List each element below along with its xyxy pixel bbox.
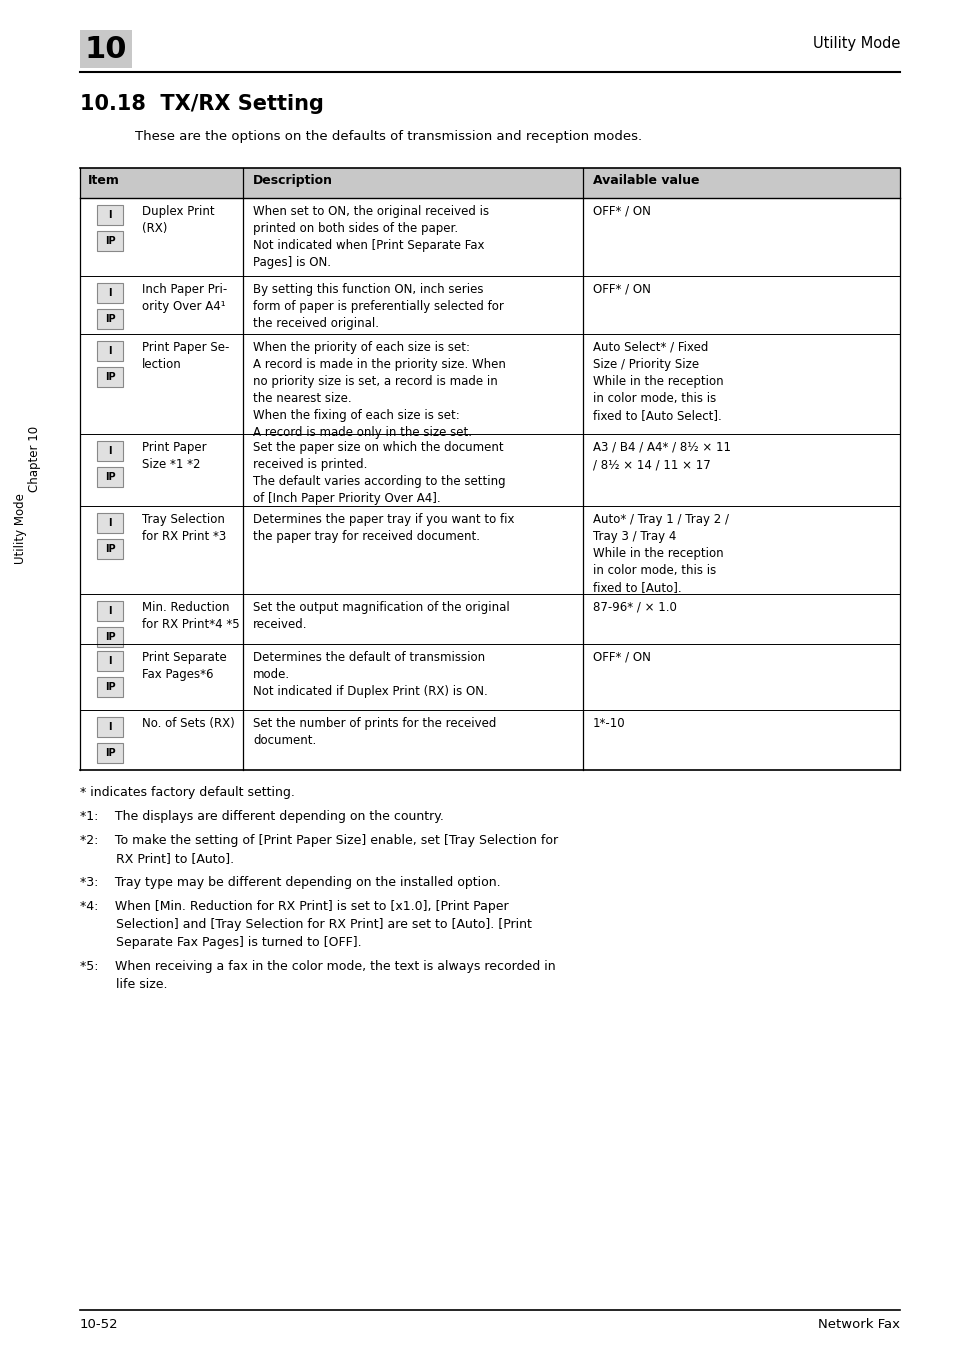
Text: I: I [108, 606, 112, 617]
Text: Network Fax: Network Fax [817, 1318, 899, 1330]
Text: I: I [108, 722, 112, 731]
Text: No. of Sets (RX): No. of Sets (RX) [142, 717, 234, 730]
Bar [97, 310, 123, 329]
Bar [97, 677, 123, 698]
Text: Selection] and [Tray Selection for RX Print] are set to [Auto]. [Print: Selection] and [Tray Selection for RX Pr… [80, 918, 532, 932]
Bar [97, 652, 123, 671]
Text: *4:  When [Min. Reduction for RX Print] is set to [x1.0], [Print Paper: *4: When [Min. Reduction for RX Print] i… [80, 900, 508, 913]
Text: Set the paper size on which the document
received is printed.
The default varies: Set the paper size on which the document… [253, 441, 505, 506]
Text: IP: IP [105, 544, 115, 554]
Text: I: I [108, 656, 112, 667]
Bar [97, 744, 123, 763]
Bar [97, 366, 123, 387]
Bar [97, 512, 123, 533]
Text: IP: IP [105, 237, 115, 246]
Text: These are the options on the defaults of transmission and reception modes.: These are the options on the defaults of… [135, 130, 641, 143]
Bar [80, 168, 899, 197]
Text: OFF* / ON: OFF* / ON [593, 283, 650, 296]
Bar [97, 602, 123, 621]
Bar [80, 30, 132, 68]
Text: Print Paper
Size *1 *2: Print Paper Size *1 *2 [142, 441, 207, 470]
Text: Tray Selection
for RX Print *3: Tray Selection for RX Print *3 [142, 512, 226, 544]
Text: By setting this function ON, inch series
form of paper is preferentially selecte: By setting this function ON, inch series… [253, 283, 503, 330]
Text: *3:  Tray type may be different depending on the installed option.: *3: Tray type may be different depending… [80, 876, 500, 890]
Text: Auto Select* / Fixed
Size / Priority Size
While in the reception
in color mode, : Auto Select* / Fixed Size / Priority Siz… [593, 341, 723, 422]
Text: Determines the default of transmission
mode.
Not indicated if Duplex Print (RX) : Determines the default of transmission m… [253, 652, 487, 698]
Text: *2:  To make the setting of [Print Paper Size] enable, set [Tray Selection for: *2: To make the setting of [Print Paper … [80, 834, 558, 846]
Text: 10.18  TX/RX Setting: 10.18 TX/RX Setting [80, 95, 323, 114]
Text: Print Separate
Fax Pages*6: Print Separate Fax Pages*6 [142, 652, 227, 681]
Bar [97, 231, 123, 251]
Text: Min. Reduction
for RX Print*4 *5: Min. Reduction for RX Print*4 *5 [142, 602, 239, 631]
Text: Duplex Print
(RX): Duplex Print (RX) [142, 206, 214, 235]
Text: Utility Mode: Utility Mode [812, 37, 899, 51]
Text: A3 / B4 / A4* / 8½ × 11
/ 8½ × 14 / 11 × 17: A3 / B4 / A4* / 8½ × 11 / 8½ × 14 / 11 ×… [593, 441, 730, 470]
Text: IP: IP [105, 314, 115, 324]
Text: Determines the paper tray if you want to fix
the paper tray for received documen: Determines the paper tray if you want to… [253, 512, 514, 544]
Text: Chapter 10: Chapter 10 [29, 426, 42, 492]
Bar [97, 466, 123, 487]
Text: Available value: Available value [593, 174, 699, 187]
Text: When set to ON, the original received is
printed on both sides of the paper.
Not: When set to ON, the original received is… [253, 206, 489, 269]
Bar [97, 206, 123, 224]
Text: IP: IP [105, 472, 115, 483]
Text: OFF* / ON: OFF* / ON [593, 206, 650, 218]
Bar [97, 539, 123, 558]
Bar [97, 441, 123, 461]
Text: Separate Fax Pages] is turned to [OFF].: Separate Fax Pages] is turned to [OFF]. [80, 936, 361, 949]
Text: *1:  The displays are different depending on the country.: *1: The displays are different depending… [80, 810, 443, 823]
Text: * indicates factory default setting.: * indicates factory default setting. [80, 786, 294, 799]
Text: I: I [108, 346, 112, 356]
Bar [97, 283, 123, 303]
Text: Set the output magnification of the original
received.: Set the output magnification of the orig… [253, 602, 509, 631]
Text: 1*-10: 1*-10 [593, 717, 625, 730]
Text: 10-52: 10-52 [80, 1318, 118, 1330]
Bar [97, 717, 123, 737]
Text: Description: Description [253, 174, 333, 187]
Text: life size.: life size. [80, 977, 168, 991]
Text: Item: Item [88, 174, 120, 187]
Text: Utility Mode: Utility Mode [14, 493, 28, 564]
Text: 10: 10 [85, 35, 127, 64]
Text: Inch Paper Pri-
ority Over A4¹: Inch Paper Pri- ority Over A4¹ [142, 283, 227, 314]
Text: Set the number of prints for the received
document.: Set the number of prints for the receive… [253, 717, 496, 748]
Bar [97, 627, 123, 648]
Text: IP: IP [105, 681, 115, 692]
Text: IP: IP [105, 372, 115, 383]
Text: Auto* / Tray 1 / Tray 2 /
Tray 3 / Tray 4
While in the reception
in color mode, : Auto* / Tray 1 / Tray 2 / Tray 3 / Tray … [593, 512, 728, 594]
Text: I: I [108, 210, 112, 220]
Bar [97, 341, 123, 361]
Text: IP: IP [105, 631, 115, 642]
Text: I: I [108, 518, 112, 529]
Text: 87-96* / × 1.0: 87-96* / × 1.0 [593, 602, 677, 614]
Text: Print Paper Se-
lection: Print Paper Se- lection [142, 341, 229, 370]
Text: OFF* / ON: OFF* / ON [593, 652, 650, 664]
Text: I: I [108, 288, 112, 297]
Text: RX Print] to [Auto].: RX Print] to [Auto]. [80, 852, 233, 865]
Text: When the priority of each size is set:
A record is made in the priority size. Wh: When the priority of each size is set: A… [253, 341, 505, 439]
Text: IP: IP [105, 748, 115, 758]
Text: *5:  When receiving a fax in the color mode, the text is always recorded in: *5: When receiving a fax in the color mo… [80, 960, 555, 973]
Text: I: I [108, 446, 112, 456]
